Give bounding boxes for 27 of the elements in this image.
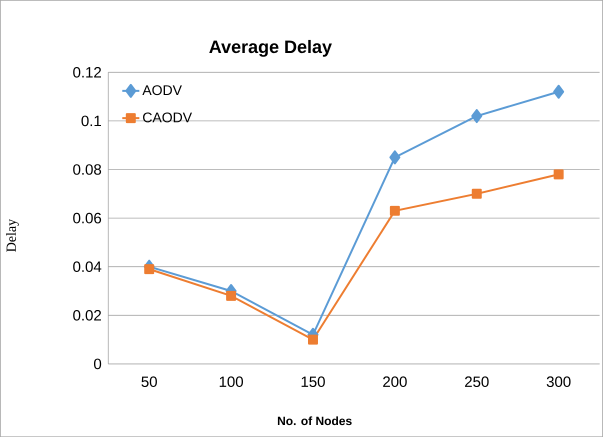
point <box>553 84 564 99</box>
point <box>226 290 236 301</box>
y-tick-label: 0.08 <box>73 164 102 175</box>
point <box>471 108 482 123</box>
y-tick-label: 0.1 <box>81 115 102 126</box>
x-tick-label: 300 <box>546 376 571 387</box>
y-tick-label: 0.04 <box>73 261 102 272</box>
point <box>308 334 318 345</box>
legend-label: CAODV <box>143 112 192 122</box>
x-tick-label: 50 <box>141 376 157 387</box>
legend-label: AODV <box>142 85 182 96</box>
y-tick-label: 0 <box>94 358 102 370</box>
point <box>554 169 564 180</box>
y-tick-label: 0.02 <box>73 310 101 321</box>
x-tick-label: 250 <box>465 376 489 387</box>
point <box>389 150 400 164</box>
point <box>390 206 400 216</box>
y-axis-title: Delay <box>6 218 19 252</box>
x-axis-title: No. of Nodes <box>278 416 352 426</box>
x-tick-label: 150 <box>302 376 325 387</box>
chart-title: Average Delay <box>209 40 332 57</box>
y-tick-label: 0.12 <box>73 66 101 78</box>
point <box>144 264 154 274</box>
y-tick-label: 0.06 <box>73 212 102 224</box>
point <box>472 188 482 199</box>
x-tick-label: 100 <box>220 376 243 387</box>
x-tick-label: 200 <box>383 376 407 387</box>
